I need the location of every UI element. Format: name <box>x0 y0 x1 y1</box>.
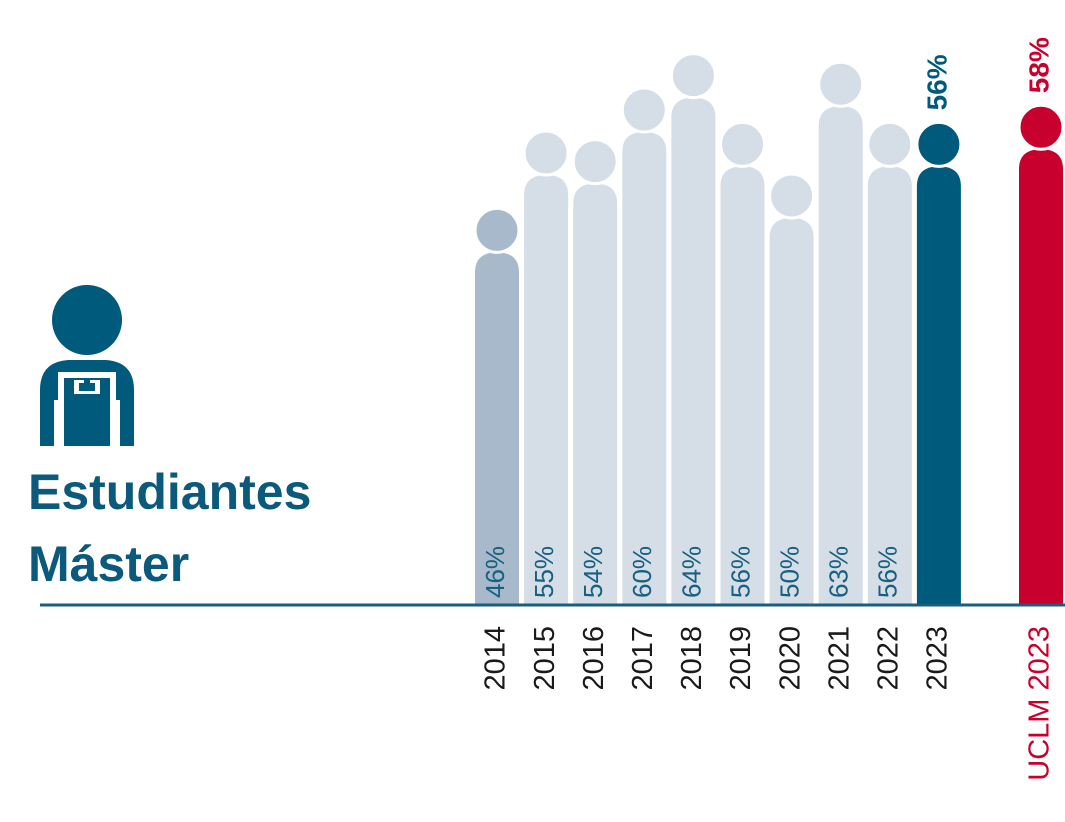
person-head <box>866 120 914 168</box>
person-body <box>720 166 765 604</box>
x-tick-label: 2018 <box>676 626 708 691</box>
x-tick-label: 2017 <box>627 626 659 691</box>
value-label: 55% <box>529 546 559 598</box>
person-head <box>669 52 717 100</box>
person-body <box>671 97 716 604</box>
person-head <box>473 206 521 254</box>
person-body <box>1019 149 1063 604</box>
x-tick-label: 2023 <box>922 626 954 691</box>
person-head <box>768 172 816 220</box>
person-head <box>522 129 570 177</box>
person-head <box>1017 103 1065 151</box>
person-body <box>769 218 814 604</box>
value-label: 56% <box>725 546 755 598</box>
value-label: 63% <box>824 546 854 598</box>
x-tick-label: 2015 <box>529 626 561 691</box>
person-body <box>916 166 961 604</box>
x-tick-label: UCLM 2023 <box>1024 626 1056 781</box>
person-head <box>620 86 668 134</box>
x-tick-label: 2020 <box>774 626 806 691</box>
value-label: 54% <box>578 546 608 598</box>
person-body <box>573 183 618 604</box>
person-head <box>571 138 619 186</box>
x-tick-label: 2021 <box>823 626 855 691</box>
person-body <box>867 166 912 604</box>
person-head <box>915 120 963 168</box>
value-label: 46% <box>480 546 510 598</box>
value-label: 56% <box>921 54 952 110</box>
person-head <box>817 60 865 108</box>
x-tick-label: 2016 <box>578 626 610 691</box>
person-head <box>719 120 766 168</box>
x-tick-label: 2022 <box>872 626 904 691</box>
x-tick-label: 2014 <box>480 626 512 691</box>
value-label: 50% <box>774 546 804 598</box>
person-body <box>818 106 863 604</box>
person-body <box>475 252 519 604</box>
chart-title: Máster <box>28 536 189 592</box>
x-tick-label: 2019 <box>725 626 757 691</box>
person-body <box>524 175 569 604</box>
chart-title: Estudiantes <box>28 464 311 520</box>
value-label: 60% <box>627 546 657 598</box>
value-label: 58% <box>1023 37 1054 93</box>
value-label: 56% <box>873 546 903 598</box>
person-body <box>622 132 667 604</box>
value-label: 64% <box>676 546 706 598</box>
student-icon <box>40 285 134 446</box>
